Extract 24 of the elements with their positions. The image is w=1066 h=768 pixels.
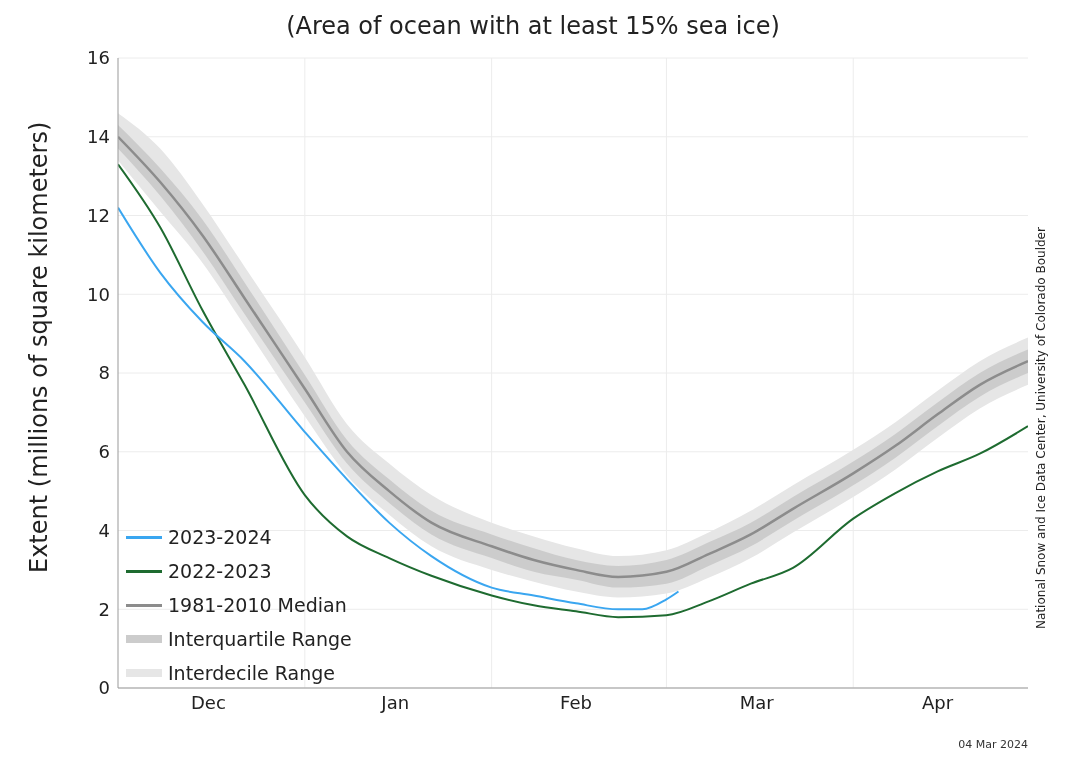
y-tick-label: 2 (98, 598, 110, 620)
text: 04 Mar 2024 (958, 738, 1028, 751)
legend-label: Interdecile Range (168, 662, 335, 684)
chart-subtitle: (Area of ocean with at least 15% sea ice) (285, 12, 781, 40)
legend-label: 1981-2010 Median (168, 594, 347, 616)
x-tick-label: Feb (560, 691, 592, 713)
y-tick-label: 0 (98, 677, 110, 699)
line-series (118, 206, 680, 611)
y-tick-label: 6 (98, 441, 110, 463)
x-tick-label: Mar (739, 691, 775, 713)
x-tick-label: Jan (380, 691, 410, 713)
y-tick-label: 12 (87, 204, 110, 226)
y-tick-label: 10 (87, 283, 110, 305)
legend-label: 2022-2023 (168, 560, 272, 582)
y-tick-label: 14 (87, 126, 110, 148)
y-tick-label: 4 (98, 519, 110, 541)
legend-label: Interquartile Range (168, 628, 352, 650)
legend-label: 2023-2024 (168, 526, 272, 548)
y-tick-label: 8 (98, 362, 110, 384)
y-tick-label: 16 (87, 47, 110, 69)
x-tick-label: Apr (922, 691, 954, 713)
y-axis-title: Extent (millions of square kilometers) (24, 121, 53, 573)
text: National Snow and Ice Data Center, University of Colorado Boulder (1034, 226, 1048, 631)
x-tick-label: Dec (190, 691, 226, 713)
